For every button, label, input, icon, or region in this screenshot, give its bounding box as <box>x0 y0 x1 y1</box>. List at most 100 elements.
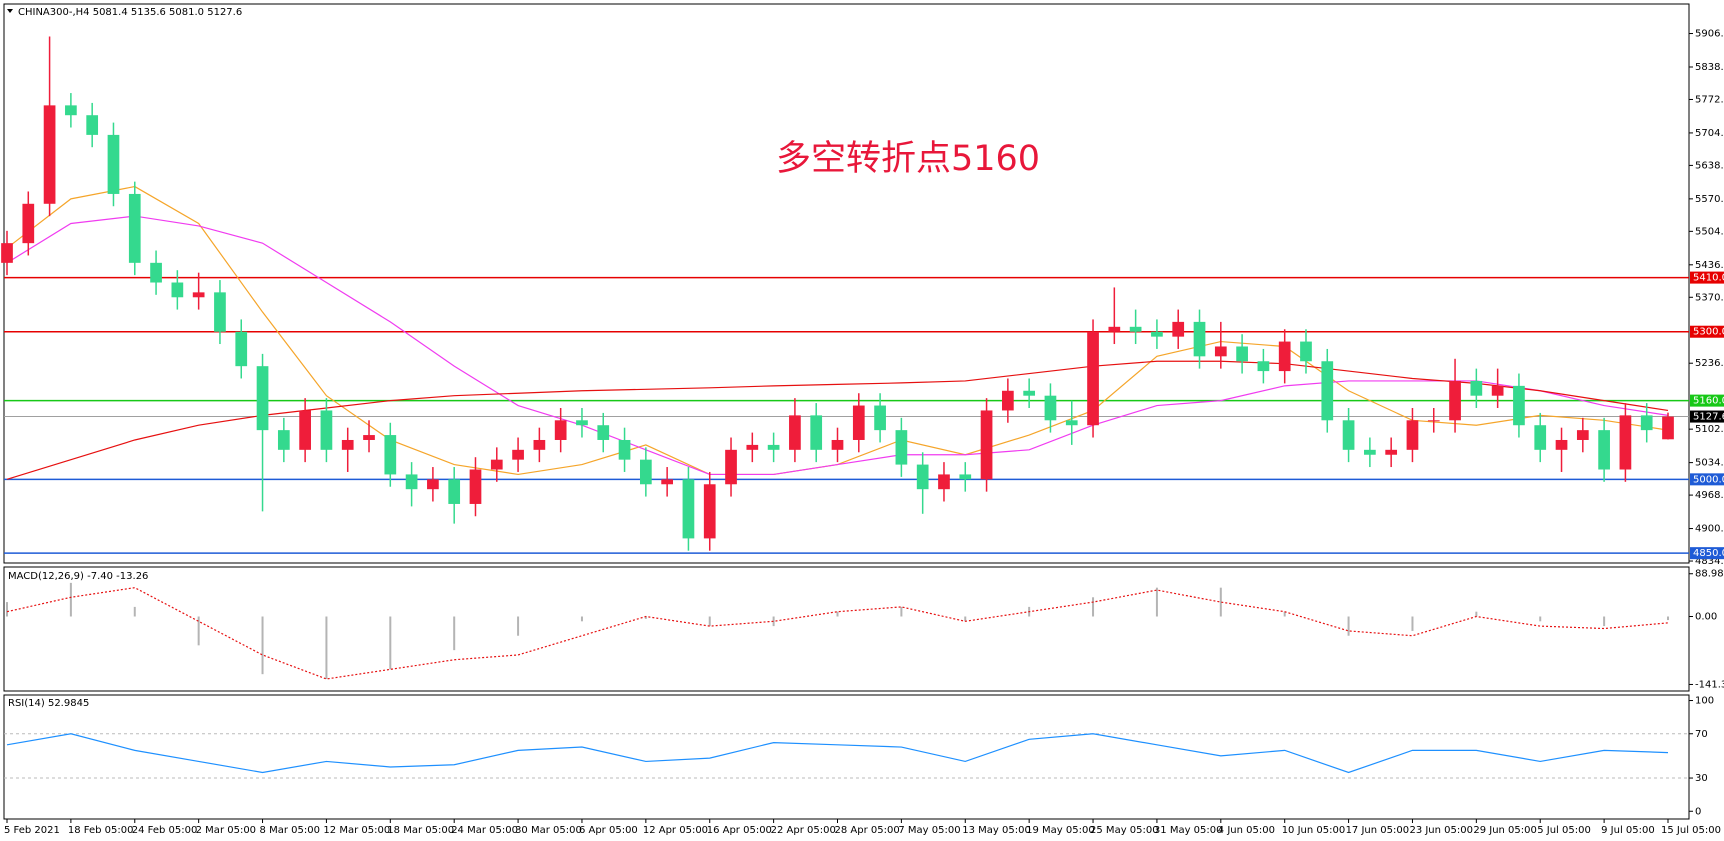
candle-body <box>469 469 482 504</box>
macd-signal <box>6 587 1669 680</box>
candle-body <box>703 484 716 539</box>
candle-body <box>43 105 56 204</box>
x-tick-label: 9 Jul 05:00 <box>1601 825 1655 836</box>
x-tick-label: 17 Jun 05:00 <box>1346 825 1410 836</box>
y-tick-label: 5638.0 <box>1695 160 1724 171</box>
rsi-line <box>6 733 1669 774</box>
x-tick-label: 7 May 05:00 <box>898 825 960 836</box>
x-tick-label: 23 Jun 05:00 <box>1409 825 1473 836</box>
candle-body <box>277 430 290 450</box>
x-tick-label: 18 Mar 05:00 <box>387 825 454 836</box>
y-tick-label: -141.39 <box>1695 679 1724 690</box>
candle-body <box>1555 439 1568 450</box>
x-tick-label: 28 Apr 05:00 <box>835 825 900 836</box>
x-tick-label: 19 May 05:00 <box>1026 825 1095 836</box>
x-tick-label: 4 Jun 05:00 <box>1218 825 1275 836</box>
candle-body <box>1236 346 1248 362</box>
x-tick-label: 18 Feb 05:00 <box>68 825 134 836</box>
x-tick-label: 13 May 05:00 <box>962 825 1031 836</box>
level-label: 5410.0 <box>1693 273 1724 284</box>
candle-body <box>1129 326 1142 332</box>
candle-body <box>1214 346 1227 357</box>
candle-body <box>1427 420 1440 422</box>
candle-body <box>1640 415 1653 431</box>
candle-body <box>1300 341 1312 362</box>
candle-body <box>363 435 375 440</box>
candle-body <box>1576 430 1589 440</box>
candle-body <box>1257 361 1270 372</box>
candle-body <box>1491 385 1504 396</box>
candle-body <box>1342 420 1355 450</box>
candle-body <box>86 115 99 135</box>
y-tick-label: 4968.0 <box>1695 490 1724 501</box>
candle-body <box>533 439 546 450</box>
candle-body <box>1151 331 1163 337</box>
candle-body <box>661 479 673 485</box>
candle-body <box>512 449 524 460</box>
y-tick-label: 0.00 <box>1695 612 1717 623</box>
level-label-box <box>1690 271 1724 284</box>
candle-body <box>1278 341 1291 372</box>
candle-body <box>1 243 13 263</box>
chart-header: CHINA300-,H4 5081.4 5135.6 5081.0 5127.6 <box>18 7 242 18</box>
x-tick-label: 5 Jul 05:00 <box>1537 825 1591 836</box>
x-tick-label: 12 Mar 05:00 <box>323 825 390 836</box>
candle-body <box>1193 321 1206 357</box>
candle-body <box>1023 390 1036 396</box>
candle-body <box>128 193 141 263</box>
y-tick-label: 70 <box>1695 729 1708 740</box>
candle-body <box>831 439 844 450</box>
candle-body <box>682 479 695 539</box>
candle-body <box>639 459 652 485</box>
price-label: 5127.6 <box>1693 412 1724 423</box>
candle-body <box>746 444 759 450</box>
candle-body <box>1513 385 1525 426</box>
y-tick-label: 30 <box>1695 773 1708 784</box>
candle-body <box>299 410 311 450</box>
y-tick-label: 5236.0 <box>1695 358 1724 369</box>
x-tick-label: 29 Jun 05:00 <box>1473 825 1537 836</box>
moving-average <box>6 215 1669 476</box>
level-label-box <box>1690 547 1724 560</box>
candle-body <box>235 331 248 367</box>
y-tick-label: 88.98 <box>1695 569 1724 580</box>
y-tick-label: 5838.0 <box>1695 62 1724 73</box>
candle-body <box>427 479 439 490</box>
x-tick-label: 31 May 05:00 <box>1154 825 1223 836</box>
candle-body <box>810 415 823 450</box>
x-tick-label: 6 Apr 05:00 <box>579 825 638 836</box>
candle-body <box>384 435 397 475</box>
x-tick-label: 16 Apr 05:00 <box>707 825 772 836</box>
candle-body <box>1065 420 1078 426</box>
y-tick-label: 5370.0 <box>1695 292 1724 303</box>
candle-body <box>916 464 929 490</box>
y-tick-label: 5704.0 <box>1695 128 1724 139</box>
x-tick-label: 30 Mar 05:00 <box>515 825 582 836</box>
x-tick-label: 10 Jun 05:00 <box>1282 825 1346 836</box>
x-tick-label: 2 Mar 05:00 <box>196 825 256 836</box>
level-label-box <box>1690 394 1724 407</box>
candle-body <box>214 292 226 332</box>
candle-body <box>789 415 801 450</box>
x-tick-label: 22 Apr 05:00 <box>771 825 836 836</box>
y-tick-label: 4834.0 <box>1695 556 1724 567</box>
x-tick-label: 15 Jul 05:00 <box>1661 825 1721 836</box>
candle-body <box>65 105 77 116</box>
candle-body <box>1385 449 1398 455</box>
candle-body <box>1534 425 1547 450</box>
level-label: 5300.0 <box>1693 327 1724 338</box>
candle-body <box>405 474 418 490</box>
level-label: 5160.0 <box>1693 396 1724 407</box>
candle-body <box>107 134 120 194</box>
y-tick-label: 5906.0 <box>1695 29 1724 40</box>
x-tick-label: 24 Feb 05:00 <box>132 825 198 836</box>
annotation: 多空转折点5160 <box>776 139 1040 179</box>
candle-body <box>554 420 567 440</box>
candle-body <box>1470 380 1483 396</box>
level-label-box <box>1690 473 1724 486</box>
candle-body <box>980 410 993 480</box>
header-arrow <box>7 9 13 13</box>
candle-body <box>192 292 205 298</box>
y-tick-label: 5772.0 <box>1695 94 1724 105</box>
y-tick-label: 100 <box>1695 696 1714 707</box>
